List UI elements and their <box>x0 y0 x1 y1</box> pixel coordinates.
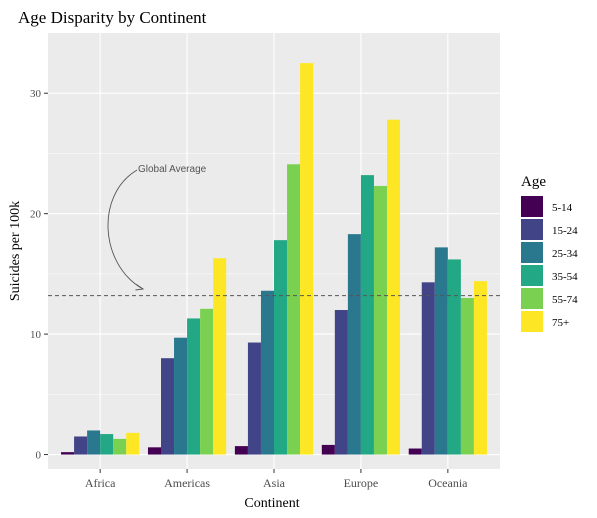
bar <box>347 234 361 455</box>
legend-key <box>521 196 543 217</box>
bar <box>274 240 288 455</box>
legend-key <box>521 219 543 240</box>
legend-label: 35-54 <box>552 271 578 283</box>
legend-title: Age <box>521 174 546 190</box>
bar <box>421 282 435 455</box>
legend-label: 55-74 <box>552 294 578 306</box>
legend-label: 15-24 <box>552 225 578 237</box>
bar <box>373 185 387 455</box>
bar <box>87 430 101 455</box>
bar <box>460 297 474 455</box>
y-axis-title: Suicides per 100k <box>8 201 23 301</box>
annotation-label: Global Average <box>138 164 207 175</box>
y-axis: 0 10 20 30 <box>30 88 48 462</box>
bar <box>360 175 374 455</box>
x-axis: Africa Americas Asia Europe Oceania <box>85 469 468 490</box>
legend-key <box>521 242 543 263</box>
bar <box>100 434 114 455</box>
bar <box>174 337 188 455</box>
bar <box>187 318 201 455</box>
bar <box>61 452 75 455</box>
y-tick-label: 20 <box>30 209 42 221</box>
chart-title: Age Disparity by Continent <box>18 8 207 27</box>
bar <box>408 448 422 455</box>
legend-label: 75+ <box>552 317 569 329</box>
annotation-arrow <box>107 169 144 290</box>
bar <box>147 447 161 455</box>
x-axis-title: Continent <box>244 496 299 511</box>
legend-key <box>521 265 543 286</box>
x-tick-label: Americas <box>164 476 210 490</box>
legend-key <box>521 311 543 332</box>
bar <box>321 444 335 455</box>
x-tick-label: Europe <box>344 476 379 490</box>
bar <box>447 259 461 455</box>
x-tick-label: Asia <box>263 476 286 490</box>
x-tick-label: Oceania <box>428 476 468 490</box>
bar <box>200 308 214 455</box>
legend-label: 5-14 <box>552 202 573 214</box>
bar <box>260 290 274 455</box>
y-tick-label: 30 <box>30 88 42 100</box>
bar <box>74 436 88 455</box>
bar <box>287 164 301 455</box>
bar <box>234 446 248 455</box>
y-tick-label: 10 <box>30 329 42 341</box>
bar <box>161 358 175 455</box>
bar <box>473 281 487 455</box>
y-tick-label: 0 <box>36 450 42 462</box>
bar <box>434 247 448 455</box>
legend-label: 25-34 <box>552 248 578 260</box>
legend-key <box>521 288 543 309</box>
x-tick-label: Africa <box>85 476 116 490</box>
bars <box>61 63 487 455</box>
bar <box>247 342 261 455</box>
bar <box>387 119 401 455</box>
annotation-arrowhead <box>135 284 145 291</box>
legend: Age 5-14 15-24 25-34 35-54 55-74 75+ <box>521 174 578 332</box>
bar <box>300 63 314 455</box>
bar <box>213 258 227 455</box>
bar <box>113 438 127 455</box>
bar <box>334 310 348 455</box>
bar <box>126 432 140 455</box>
